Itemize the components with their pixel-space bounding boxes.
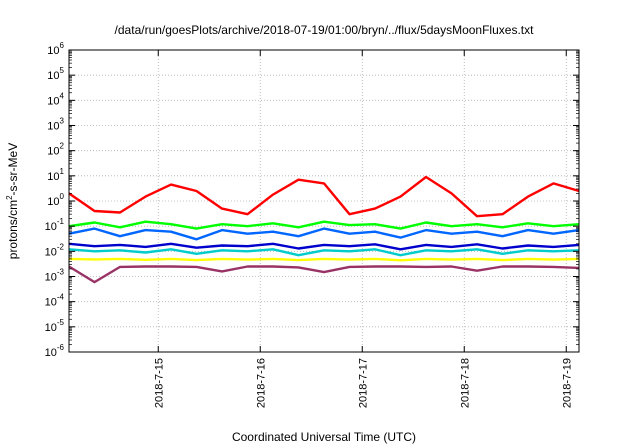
y-tick-base: 10	[45, 347, 57, 359]
y-tick-base: 10	[45, 322, 57, 334]
y-tick-label: 10-6	[45, 343, 65, 359]
axis-ticks	[69, 49, 579, 353]
y-tick-label: 106	[47, 41, 64, 57]
y-tick-label: 103	[47, 117, 64, 133]
y-tick-exponent: -2	[57, 242, 65, 251]
y-tick-base: 10	[47, 146, 59, 158]
y-tick-exponent: 2	[60, 142, 65, 151]
y-tick-base: 10	[45, 272, 57, 284]
y-tick-label: 10-2	[45, 242, 65, 258]
y-tick-exponent: 4	[60, 91, 65, 100]
x-tick-label: 2018-7-17	[357, 358, 369, 408]
chart-title: /data/run/goesPlots/archive/2018-07-19/0…	[115, 23, 535, 37]
series-line	[68, 175, 580, 218]
series-line	[68, 220, 580, 230]
series-group	[68, 175, 580, 284]
x-tick-labels: 2018-7-15 2018-7-16 2018-7-17 2018-7-18 2018…	[153, 358, 573, 408]
x-tick-label: 2018-7-16	[255, 358, 267, 408]
y-tick-label: 101	[47, 167, 64, 183]
y-tick-base: 10	[47, 121, 59, 133]
y-tick-exponent: 3	[60, 117, 65, 126]
x-tick-label: 2018-7-19	[561, 358, 573, 408]
y-tick-base: 10	[47, 196, 59, 208]
y-tick-label: 100	[47, 192, 64, 208]
x-tick-label: 2018-7-15	[153, 358, 165, 408]
y-axis-label-part2: -s-sr-MeV	[6, 143, 20, 196]
y-tick-base: 10	[45, 297, 57, 309]
y-axis-label: protons/cm2-s-sr-MeV	[5, 143, 20, 259]
y-tick-label: 10-3	[45, 268, 65, 284]
y-axis-label-part1: protons/cm	[6, 200, 20, 259]
y-tick-exponent: -5	[57, 318, 65, 327]
y-tick-label: 10-5	[45, 318, 65, 334]
y-tick-labels: 10-610-510-410-310-210-11001011021031041…	[45, 41, 65, 359]
y-tick-base: 10	[45, 221, 57, 233]
y-tick-base: 10	[45, 246, 57, 258]
y-tick-exponent: -6	[57, 343, 65, 352]
y-tick-label: 104	[47, 91, 64, 107]
y-tick-label: 102	[47, 142, 64, 158]
y-tick-label: 10-4	[45, 293, 65, 309]
x-tick-label: 2018-7-18	[459, 358, 471, 408]
y-tick-exponent: 6	[60, 41, 65, 50]
series-line	[68, 242, 580, 251]
x-axis-label: Coordinated Universal Time (UTC)	[232, 430, 416, 444]
series-line	[68, 265, 580, 284]
y-tick-exponent: -3	[57, 268, 65, 277]
y-tick-exponent: 5	[60, 66, 65, 75]
y-tick-label: 105	[47, 66, 64, 82]
series-line	[68, 227, 580, 241]
y-tick-exponent: 0	[60, 192, 65, 201]
y-tick-exponent: 1	[60, 167, 65, 176]
y-tick-label: 10-1	[45, 217, 65, 233]
y-axis-label-exponent: 2	[5, 195, 14, 200]
y-tick-base: 10	[47, 70, 59, 82]
y-tick-base: 10	[47, 45, 59, 57]
series-line	[68, 257, 580, 262]
y-tick-exponent: -4	[57, 293, 65, 302]
series-line	[68, 248, 580, 257]
y-tick-base: 10	[47, 95, 59, 107]
y-tick-base: 10	[47, 171, 59, 183]
y-tick-exponent: -1	[57, 217, 65, 226]
